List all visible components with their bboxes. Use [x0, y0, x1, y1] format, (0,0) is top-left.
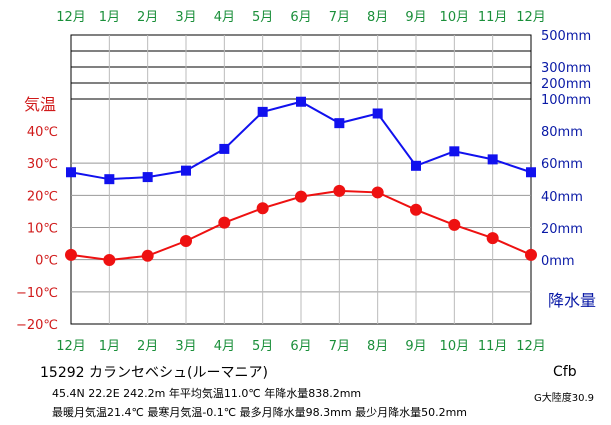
- temperature-point: [65, 248, 77, 261]
- temperature-series: [65, 184, 537, 266]
- month-label-bottom: 2月: [137, 339, 158, 354]
- precipitation-axis-label: 降水量: [548, 291, 596, 310]
- temperature-point: [525, 248, 537, 261]
- month-label-bottom: 5月: [252, 339, 273, 354]
- month-label-bottom: 4月: [214, 339, 235, 354]
- temperature-tick: 20℃: [27, 189, 58, 204]
- month-label-bottom: 12月: [516, 339, 546, 354]
- month-gridlines: [108, 35, 494, 324]
- month-label-bottom: 11月: [478, 339, 508, 354]
- precipitation-point: [219, 143, 230, 154]
- temperature-point: [448, 218, 461, 231]
- month-label-top: 4月: [214, 10, 235, 25]
- precipitation-point: [257, 106, 268, 117]
- month-label-top: 6月: [290, 10, 311, 25]
- month-label-bottom: 12月: [56, 339, 86, 354]
- temperature-tick: 30℃: [27, 157, 58, 172]
- precipitation-tick: 20mm: [541, 222, 583, 237]
- temperature-point: [103, 253, 116, 266]
- month-label-bottom: 1月: [99, 339, 120, 354]
- koppen-class: Cfb: [553, 364, 577, 380]
- month-label-top: 2月: [137, 10, 158, 25]
- precipitation-point: [142, 172, 153, 183]
- month-label-top: 10月: [440, 10, 470, 25]
- month-label-top: 5月: [252, 10, 273, 25]
- bottom-month-labels: 12月 1月 2月 3月 4月 5月 6月 7月 8月 9月 10月 11月 12月: [56, 339, 546, 354]
- temperature-tick: 40℃: [27, 125, 58, 140]
- temperature-tick: 10℃: [27, 222, 58, 237]
- temperature-point: [180, 235, 192, 248]
- month-label-bottom: 6月: [290, 339, 311, 354]
- temperature-point: [333, 184, 346, 197]
- temperature-point: [256, 202, 269, 215]
- precipitation-tick: 60mm: [541, 157, 583, 172]
- precipitation-point: [334, 118, 345, 129]
- month-label-top: 11月: [478, 10, 508, 25]
- precipitation-tick: 500mm: [541, 29, 591, 44]
- precipitation-tick: 100mm: [541, 93, 591, 108]
- precipitation-tick: 200mm: [541, 77, 591, 92]
- month-label-top: 8月: [367, 10, 388, 25]
- precipitation-point: [104, 174, 115, 185]
- precipitation-tick: 300mm: [541, 61, 591, 76]
- month-label-top: 9月: [405, 10, 426, 25]
- precipitation-tick: 80mm: [541, 125, 583, 140]
- month-label-top: 12月: [516, 10, 546, 25]
- temperature-point: [218, 216, 231, 229]
- precipitation-tick: 0mm: [541, 254, 575, 269]
- temperature-point: [141, 249, 154, 262]
- station-extremes: 最暖月気温21.4℃ 最寒月気温-0.1℃ 最多月降水量98.3mm 最少月降水…: [52, 406, 467, 419]
- temperature-tick: 0℃: [35, 254, 58, 269]
- month-label-bottom: 7月: [329, 339, 350, 354]
- temperature-point: [295, 190, 307, 203]
- temperature-tick-labels: 40℃ 30℃ 20℃ 10℃ 0℃ −10℃ −20℃: [16, 125, 58, 333]
- precipitation-point: [372, 108, 383, 119]
- station-coords: 45.4N 22.2E 242.2m 年平均気温11.0℃ 年降水量838.2m…: [52, 387, 362, 400]
- precipitation-point: [296, 96, 306, 107]
- precipitation-tick: 40mm: [541, 190, 583, 205]
- precipitation-point: [487, 154, 498, 165]
- month-label-top: 3月: [175, 10, 196, 25]
- month-label-bottom: 9月: [405, 339, 426, 354]
- precipitation-point: [411, 160, 421, 171]
- station-name: 15292 カランセベシュ(ルーマニア): [40, 365, 268, 381]
- precipitation-point: [449, 146, 460, 157]
- temperature-axis-label: 気温: [24, 95, 56, 114]
- continentality-index: G大陸度30.9: [534, 393, 595, 404]
- top-month-labels: 12月 1月 2月 3月 4月 5月 6月 7月 8月 9月 10月 11月 12月: [56, 10, 546, 25]
- precipitation-point: [526, 167, 536, 178]
- month-label-bottom: 10月: [440, 339, 470, 354]
- temperature-tick: −20℃: [16, 318, 58, 333]
- temperature-point: [371, 186, 384, 199]
- month-label-bottom: 3月: [175, 339, 196, 354]
- precipitation-series: [66, 96, 536, 185]
- temperature-tick: −10℃: [16, 286, 58, 301]
- temperature-point: [410, 203, 422, 216]
- month-label-top: 1月: [99, 10, 120, 25]
- month-label-top: 7月: [329, 10, 350, 25]
- precipitation-point: [181, 165, 191, 176]
- temperature-point: [486, 232, 499, 245]
- month-label-bottom: 8月: [367, 339, 388, 354]
- precipitation-point: [66, 167, 76, 178]
- month-label-top: 12月: [56, 10, 86, 25]
